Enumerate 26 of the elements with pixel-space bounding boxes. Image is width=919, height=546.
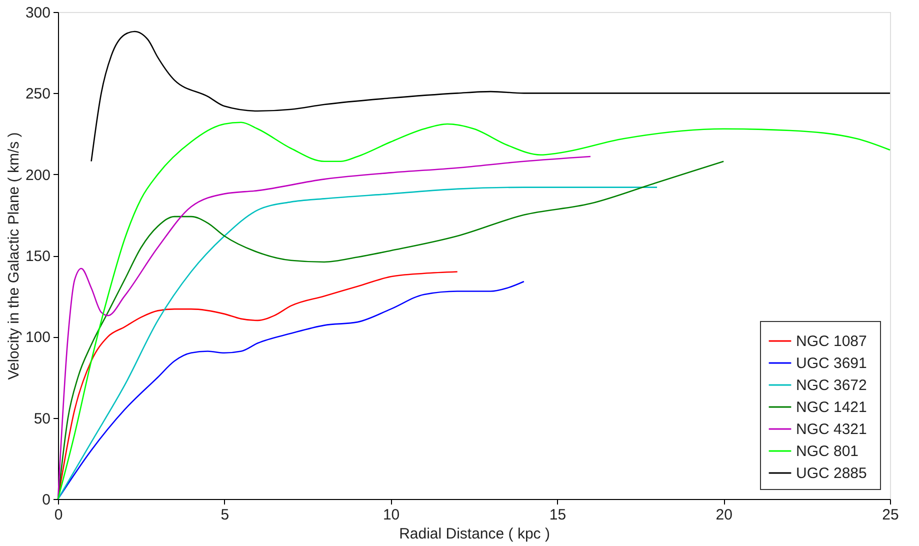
x-tick-label: 20 xyxy=(716,506,732,524)
legend-label: NGC 1087 xyxy=(796,333,867,350)
legend-label: NGC 4321 xyxy=(796,421,867,438)
x-tick-label: 0 xyxy=(54,506,63,524)
line-series xyxy=(57,280,525,500)
legend-label: NGC 3672 xyxy=(796,377,867,394)
x-tick-label: 5 xyxy=(220,506,230,524)
line-series xyxy=(57,156,592,500)
y-axis-title: Velocity in the Galactic Plane ( km/s ) xyxy=(5,132,22,380)
line-series xyxy=(57,186,658,500)
y-tick-label: 0 xyxy=(42,492,50,508)
y-tick-label: 100 xyxy=(25,329,50,346)
x-axis-title: Radial Distance ( kpc ) xyxy=(399,526,550,542)
x-tick-label: 15 xyxy=(549,506,566,524)
x-tick-label: 25 xyxy=(882,506,899,524)
y-tick-label: 250 xyxy=(25,86,50,103)
x-tick-label: 10 xyxy=(382,506,400,524)
y-tick-label: 50 xyxy=(34,410,50,428)
y-tick-label: 150 xyxy=(25,248,50,265)
legend-label: UGC 3691 xyxy=(796,355,867,372)
y-tick-label: 200 xyxy=(25,166,50,184)
legend-label: UGC 2885 xyxy=(796,465,867,482)
legend-label: NGC 801 xyxy=(796,443,859,460)
legend-label: NGC 1421 xyxy=(796,399,867,416)
line-series xyxy=(90,30,891,162)
y-tick-label: 300 xyxy=(25,4,50,22)
